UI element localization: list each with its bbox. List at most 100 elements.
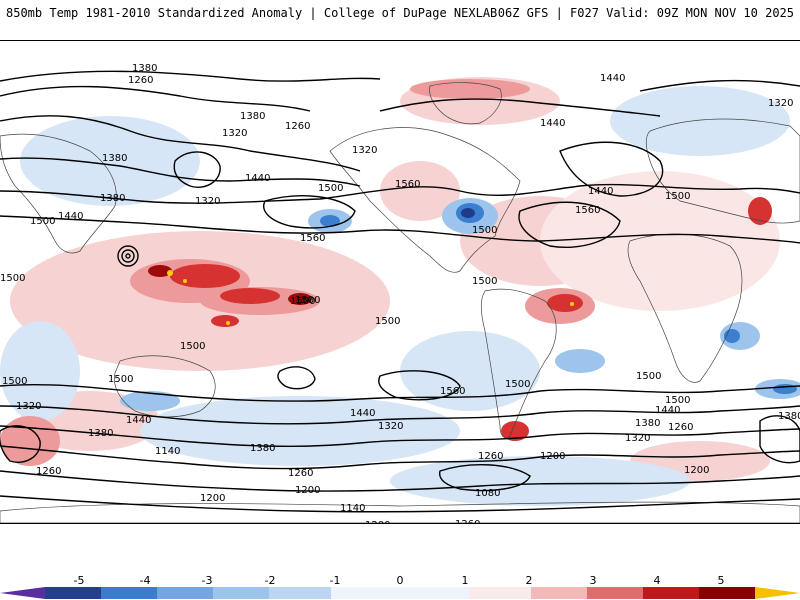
colorbar-tick: 4 [653,574,661,587]
contour-line [173,151,221,188]
cold-anomaly-core [773,384,797,394]
contour-line [639,79,800,92]
colorbar-segment [331,587,469,599]
contour-line [0,215,800,244]
contour-label: 1260 [478,451,503,462]
model-valid-time: 06Z GFS | F027 Valid: 09Z MON NOV 10 202… [497,6,794,20]
contour-label: 1500 [375,316,400,327]
north-america-coast [329,127,521,273]
contour-label: 1560 [300,233,325,244]
contour-label: 1500 [30,216,55,227]
contour-label: 1260 [288,468,313,479]
colorbar-segment [213,587,269,599]
contour-label: 1500 [472,225,497,236]
warm-anomaly-core [0,416,60,466]
contour-line [759,415,800,464]
contour-label: 1260 [668,422,693,433]
contour-label: 1440 [588,186,613,197]
south-america-coast [480,288,557,439]
contour-line [0,470,800,492]
cyclone-marker [117,245,139,267]
anomaly-map[interactable]: 1380 1260 1440 1320 1380 1260 1320 1380 … [0,40,800,524]
colorbar-segment [101,587,157,599]
colorbar-arrow-right [755,587,800,599]
contour-label: 1500 [505,379,530,390]
contour-label: 1500 [290,296,315,307]
colorbar-segment [587,587,643,599]
warm-anomaly-core [410,79,530,99]
warm-anomaly-core [148,265,172,277]
contour-label: 1500 [0,273,25,284]
contour-label: 1500 [665,395,690,406]
contour-label: 1080 [475,488,500,499]
header: 850mb Temp 1981-2010 Standardized Anomal… [0,0,800,30]
contour-label: 1500 [2,376,27,387]
cold-anomaly-core [555,349,605,373]
warm-anomaly-core [547,294,583,312]
contour-label: 1200 [295,485,320,496]
colorbar-segment [269,587,331,599]
warm-anomaly-core [220,288,280,304]
colorbar-tick: -2 [264,574,276,587]
contour-label: 1140 [155,446,180,457]
contour-label: 1200 [365,520,390,523]
contour-label: 1380 [240,111,265,122]
contour-label: 1320 [195,196,220,207]
contour-label: 1500 [665,191,690,202]
contour-label: 1440 [350,408,375,419]
contour-line [0,157,361,187]
contour-line [277,366,316,390]
contour-line [518,201,621,248]
contour-line [0,405,800,425]
contour-label: 1560 [395,179,420,190]
contour-line [0,425,800,448]
height-contours [0,70,800,513]
africa-coast [627,233,743,383]
contour-line [0,85,311,112]
warm-anomaly-core [748,197,772,225]
contour-line [378,370,461,401]
anomaly-shading [0,77,800,506]
map-canvas: 1380 1260 1440 1320 1380 1260 1320 1380 … [0,63,800,523]
colorbar-segment [699,587,755,599]
contour-label: 1380 [102,153,127,164]
warm-anomaly-core [170,264,240,288]
cold-anomaly-core [320,215,340,227]
colorbar-segment [157,587,213,599]
cold-anomaly-region [0,321,80,421]
contour-label: 1380 [250,443,275,454]
contour-label: 1200 [540,451,565,462]
contour-label: 1200 [684,465,709,476]
contour-label: 1440 [58,211,83,222]
cold-anomaly-region [610,86,790,156]
colorbar-segment [531,587,587,599]
colorbar-tick: -4 [139,574,151,587]
contour-label: 1500 [108,374,133,385]
antarctica-coast [0,501,800,523]
cold-anomaly-region [390,456,690,506]
colorbar: -5 -4 -3 -2 -1 0 1 2 3 4 5 [0,570,800,600]
contour-label: 1440 [540,118,565,129]
coastlines [0,82,800,523]
contour-label: 1260 [128,75,153,86]
colorbar-ramp [0,587,800,599]
colorbar-tick: -1 [329,574,341,587]
contour-label: 1320 [768,98,793,109]
colorbar-segment [469,587,531,599]
contour-line [0,425,41,463]
eurasia-coast [645,118,800,224]
contour-label: 1380 [100,193,125,204]
contour-labels: 1380 1260 1440 1320 1380 1260 1320 1380 … [0,63,800,523]
contour-label: 1320 [352,145,377,156]
contour-label: 1200 [200,493,225,504]
warm-anomaly-region [380,161,460,221]
contour-label: 1440 [126,415,151,426]
warm-anomaly-core [288,293,312,305]
cold-anomaly-region [140,396,460,466]
contour-label: 1440 [245,173,270,184]
asia-east-coast [0,133,117,254]
colorbar-tick: -5 [73,574,85,587]
contour-label: 1560 [440,386,465,397]
contour-label: 1320 [16,401,41,412]
contour-label: 1560 [575,205,600,216]
